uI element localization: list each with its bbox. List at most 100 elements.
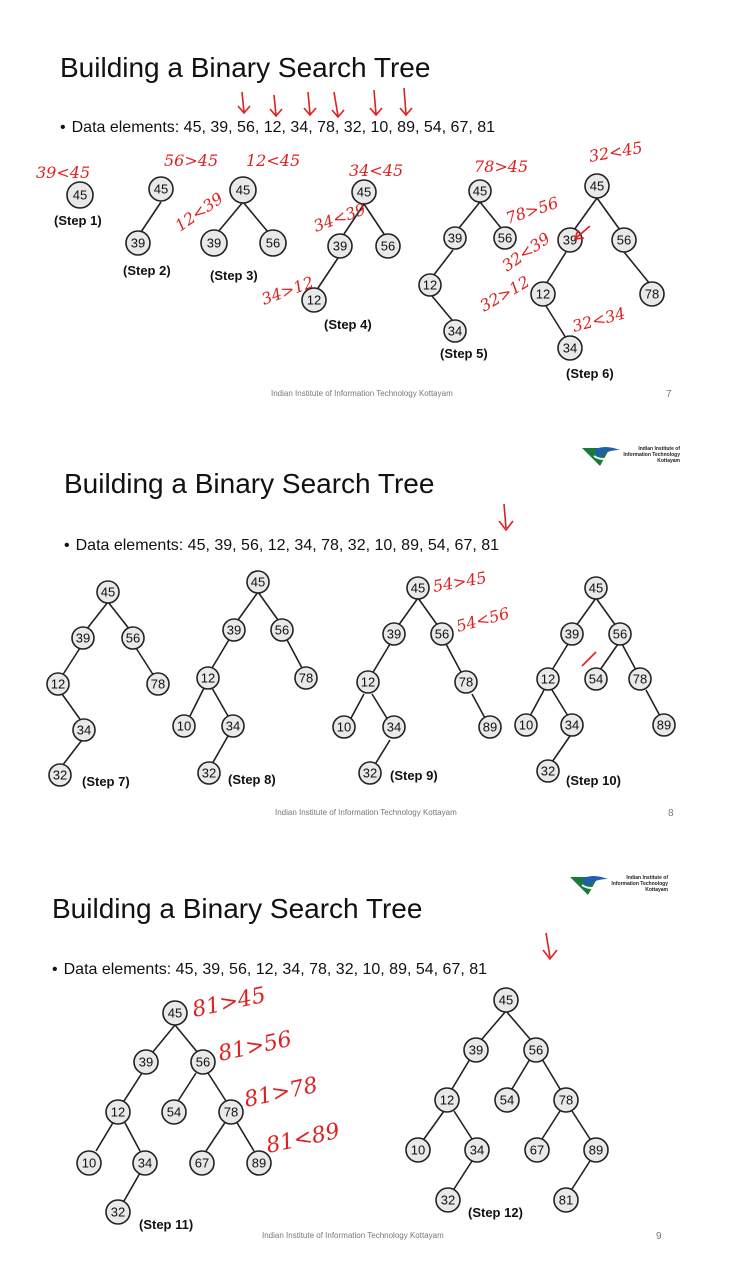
svg-text:78: 78 [224, 1105, 238, 1120]
svg-text:34: 34 [470, 1143, 484, 1158]
step-label: (Step 1) [54, 213, 102, 228]
svg-text:78: 78 [151, 677, 165, 692]
svg-text:78: 78 [459, 675, 473, 690]
page-number: 7 [666, 389, 672, 400]
svg-text:78: 78 [633, 672, 647, 687]
logo-icon [582, 447, 620, 466]
svg-text:45: 45 [73, 188, 87, 203]
annotation: 81>56 [216, 1027, 294, 1067]
svg-text:32: 32 [363, 766, 377, 781]
footer-institute: Indian Institute of Information Technolo… [275, 808, 457, 817]
svg-text:78: 78 [645, 287, 659, 302]
step-label: (Step 12) [468, 1205, 523, 1220]
svg-text:10: 10 [82, 1156, 96, 1171]
svg-text:89: 89 [589, 1143, 603, 1158]
svg-text:89: 89 [657, 718, 671, 733]
slide-title: Building a Binary Search Tree [64, 468, 435, 499]
slide-title: Building a Binary Search Tree [52, 893, 423, 924]
svg-text:10: 10 [411, 1143, 425, 1158]
svg-text:56: 56 [529, 1043, 543, 1058]
svg-text:39: 39 [333, 239, 347, 254]
annotation: 34<39 [311, 199, 368, 235]
step-label: (Step 11) [139, 1217, 193, 1232]
svg-text:10: 10 [337, 720, 351, 735]
annotation: 81>45 [190, 983, 268, 1023]
svg-text:56: 56 [617, 233, 631, 248]
footer-institute: Indian Institute of Information Technolo… [271, 389, 453, 398]
step-label: (Step 8) [228, 772, 276, 787]
svg-text:45: 45 [499, 993, 513, 1008]
svg-text:32: 32 [541, 764, 555, 779]
svg-text:39: 39 [448, 231, 462, 246]
svg-text:32: 32 [111, 1205, 125, 1220]
svg-text:34: 34 [563, 341, 577, 356]
svg-text:81: 81 [559, 1193, 573, 1208]
annotation: 12<39 [171, 189, 226, 236]
annotation: 32>12 [477, 272, 533, 316]
logo-text: Indian Institute of Information Technolo… [623, 446, 680, 464]
svg-text:67: 67 [530, 1143, 544, 1158]
svg-text:56: 56 [498, 231, 512, 246]
svg-text:12: 12 [201, 671, 215, 686]
logo-text: Indian Institute of Information Technolo… [611, 875, 668, 893]
svg-text:45: 45 [473, 184, 487, 199]
bullet-text: Data elements: 45, 39, 56, 12, 34, 78, 3… [75, 537, 500, 554]
svg-text:45: 45 [101, 585, 115, 600]
svg-text:78: 78 [299, 671, 313, 686]
svg-text:45: 45 [411, 581, 425, 596]
bst-steps-7-10: 45 39 56 12 78 34 32 (Step 7) 45 39 56 1… [46, 503, 676, 789]
svg-text:32: 32 [441, 1193, 455, 1208]
annotation: 78>45 [474, 157, 528, 176]
svg-text:45: 45 [236, 183, 250, 198]
annotation: 32<34 [570, 304, 627, 336]
svg-text:45: 45 [251, 575, 265, 590]
annotation: 54>45 [431, 568, 488, 596]
institute-logo: Indian Institute of Information Technolo… [568, 871, 668, 897]
step-label: (Step 5) [440, 346, 488, 361]
svg-text:34: 34 [226, 719, 240, 734]
svg-text:32: 32 [202, 766, 216, 781]
step-label: (Step 3) [210, 268, 258, 283]
svg-text:12: 12 [423, 278, 437, 293]
annotation: 54<56 [454, 604, 511, 636]
svg-text:34: 34 [565, 718, 579, 733]
step-label: (Step 10) [566, 773, 621, 788]
svg-text:34: 34 [448, 324, 462, 339]
svg-text:12: 12 [51, 677, 65, 692]
svg-text:56: 56 [196, 1055, 210, 1070]
svg-text:39: 39 [469, 1043, 483, 1058]
institute-logo: Indian Institute of Information Technolo… [580, 442, 680, 468]
data-elements-bullet: • Data elements: 45, 39, 56, 12, 34, 78, … [64, 537, 500, 554]
svg-text:12: 12 [440, 1093, 454, 1108]
slide-7: Building a Binary Search Tree • Data elem… [0, 0, 744, 410]
svg-text:34: 34 [387, 720, 401, 735]
svg-text:12: 12 [541, 672, 555, 687]
svg-text:10: 10 [177, 719, 191, 734]
svg-text:39: 39 [131, 236, 145, 251]
svg-text:54: 54 [500, 1093, 514, 1108]
svg-text:39: 39 [563, 233, 577, 248]
annotation: 56>45 [164, 151, 218, 170]
step-label: (Step 9) [390, 768, 438, 783]
page-number: 9 [656, 1231, 662, 1242]
step-label: (Step 6) [566, 366, 614, 381]
svg-text:39: 39 [227, 623, 241, 638]
footer-institute: Indian Institute of Information Technolo… [262, 1231, 444, 1240]
svg-text:39: 39 [387, 627, 401, 642]
svg-text:39: 39 [207, 236, 221, 251]
svg-text:39: 39 [139, 1055, 153, 1070]
svg-text:32: 32 [53, 768, 67, 783]
annotation: 39<45 [36, 163, 90, 182]
pointer-arrows [237, 87, 413, 119]
bst-steps-11-12: 45 39 56 12 54 78 10 34 67 89 32 (Step 1… [76, 932, 609, 1232]
page-number: 8 [668, 808, 674, 819]
svg-text:45: 45 [154, 182, 168, 197]
step-label: (Step 2) [123, 263, 171, 278]
svg-text:56: 56 [381, 239, 395, 254]
svg-text:34: 34 [77, 723, 91, 738]
svg-text:56: 56 [126, 631, 140, 646]
annotation: 12<45 [246, 151, 300, 170]
annotation: 78>56 [503, 193, 560, 228]
svg-text:45: 45 [589, 581, 603, 596]
svg-text:12: 12 [111, 1105, 125, 1120]
